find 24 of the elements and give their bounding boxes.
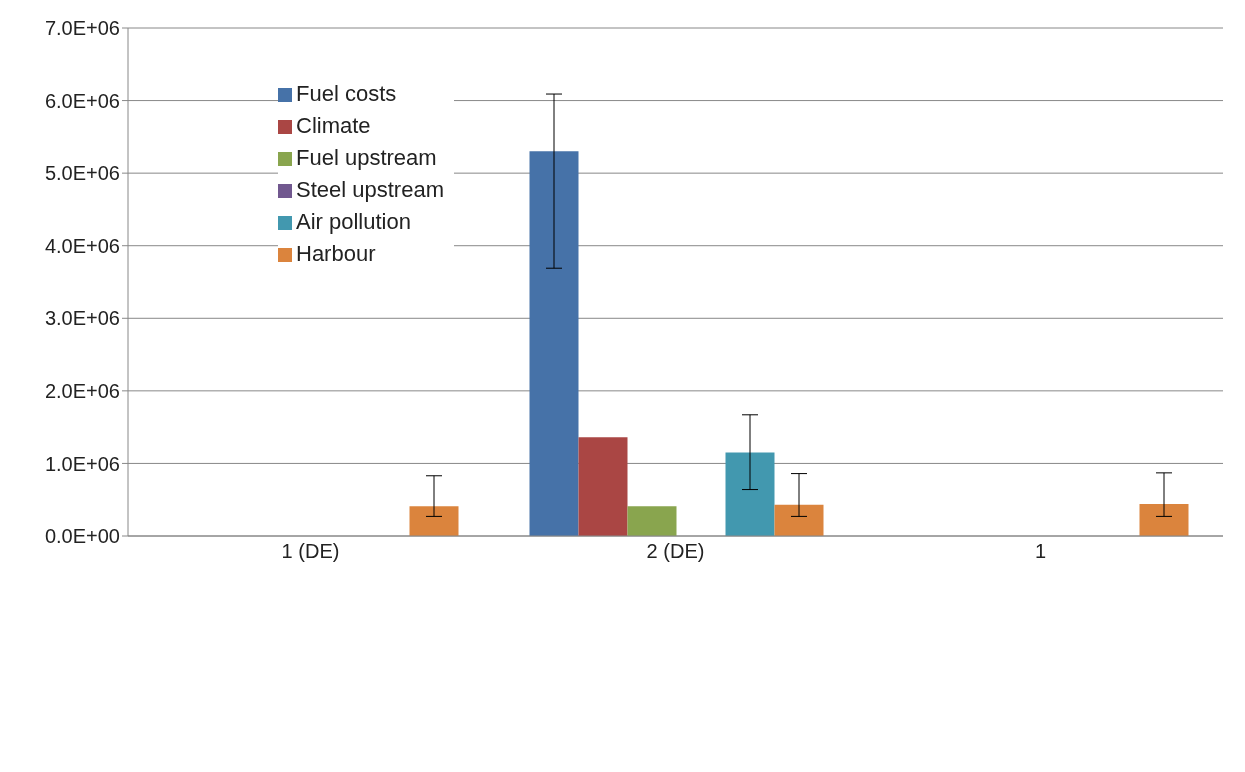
legend-label: Fuel costs [296, 81, 397, 106]
legend-label: Air pollution [296, 209, 411, 234]
bar [1139, 504, 1189, 536]
legend-label: Harbour [296, 241, 376, 266]
bar [529, 151, 579, 536]
x-tick-label: 2 (DE) [646, 540, 705, 563]
y-tick-label: 6.0E+06 [44, 89, 120, 112]
bar [578, 437, 628, 536]
y-tick-label: 7.0E+06 [44, 17, 120, 40]
y-tick-label: 3.0E+06 [44, 307, 120, 330]
x-tick-label: 1 [1034, 540, 1047, 563]
y-tick-label: 5.0E+06 [44, 162, 120, 185]
y-tick-label: 1.0E+06 [44, 452, 120, 475]
y-tick-label: 2.0E+06 [44, 379, 120, 402]
legend-label: Fuel upstream [296, 145, 437, 170]
bar [725, 452, 775, 536]
y-tick-label: 0.0E+00 [44, 525, 120, 548]
bar [774, 504, 824, 536]
legend-label: Steel upstream [296, 177, 444, 202]
legend-label: Climate [296, 113, 371, 138]
bar [409, 506, 459, 536]
x-tick-label: 1 (DE) [281, 540, 340, 563]
y-tick-label: 4.0E+06 [44, 234, 120, 257]
bar [627, 506, 677, 536]
